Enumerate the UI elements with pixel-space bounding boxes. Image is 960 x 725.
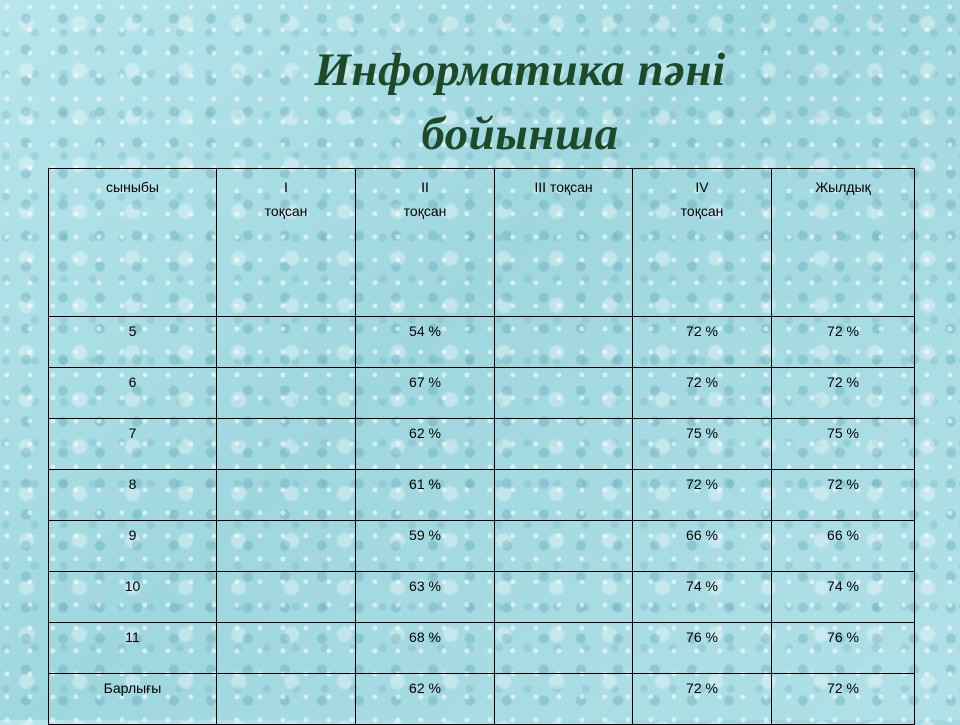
cell-annual: 66 % bbox=[771, 520, 915, 572]
cell-quarter-1 bbox=[216, 622, 356, 674]
cell-annual: 72 % bbox=[771, 673, 915, 725]
cell-quarter-4: 74 % bbox=[632, 571, 772, 623]
header-quarter-2: II тоқсан bbox=[355, 168, 495, 317]
cell-class: 7 bbox=[48, 418, 217, 470]
cell-quarter-2: 59 % bbox=[355, 520, 495, 572]
cell-quarter-3 bbox=[494, 367, 633, 419]
header-annual: Жылдық bbox=[771, 168, 915, 317]
cell-annual: 76 % bbox=[771, 622, 915, 674]
header-annual-label: Жылдық bbox=[815, 179, 871, 195]
cell-quarter-3 bbox=[494, 469, 633, 521]
cell-quarter-4: 75 % bbox=[632, 418, 772, 470]
cell-class: 11 bbox=[48, 622, 217, 674]
table-row: 5 54 % 72 % 72 % bbox=[48, 316, 915, 368]
cell-quarter-4: 72 % bbox=[632, 316, 772, 368]
table-row: 9 59 % 66 % 66 % bbox=[48, 520, 915, 572]
header-class-label: сыныбы bbox=[106, 179, 159, 195]
cell-quarter-1 bbox=[216, 469, 356, 521]
cell-quarter-3 bbox=[494, 418, 633, 470]
table-body: 5 54 % 72 % 72 % 6 67 % 72 % 72 % 7 62 %… bbox=[48, 316, 915, 725]
cell-quarter-2: 63 % bbox=[355, 571, 495, 623]
cell-quarter-3 bbox=[494, 316, 633, 368]
table-row: 11 68 % 76 % 76 % bbox=[48, 622, 915, 674]
cell-quarter-2: 68 % bbox=[355, 622, 495, 674]
cell-quarter-1 bbox=[216, 418, 356, 470]
header-row: сыныбы I тоқсан II тоқсан III тоқсан IV … bbox=[48, 168, 915, 317]
header-quarter-1: I тоқсан bbox=[216, 168, 356, 317]
header-quarter-1-numeral: I bbox=[284, 179, 288, 195]
cell-annual: 74 % bbox=[771, 571, 915, 623]
cell-quarter-1 bbox=[216, 316, 356, 368]
table-row: 10 63 % 74 % 74 % bbox=[48, 571, 915, 623]
cell-class: Барлығы bbox=[48, 673, 217, 725]
cell-class: 5 bbox=[48, 316, 217, 368]
header-quarter-2-label: тоқсан bbox=[403, 203, 447, 219]
cell-quarter-2: 67 % bbox=[355, 367, 495, 419]
slide-title-line-1: Информатика пәні bbox=[314, 44, 726, 96]
cell-quarter-2: 54 % bbox=[355, 316, 495, 368]
cell-class: 6 bbox=[48, 367, 217, 419]
table-row: 8 61 % 72 % 72 % bbox=[48, 469, 915, 521]
cell-annual: 72 % bbox=[771, 367, 915, 419]
header-quarter-4: IV тоқсан bbox=[632, 168, 772, 317]
cell-annual: 72 % bbox=[771, 316, 915, 368]
header-quarter-4-numeral: IV bbox=[695, 179, 709, 195]
header-quarter-2-numeral: II bbox=[421, 179, 429, 195]
cell-quarter-3 bbox=[494, 571, 633, 623]
cell-annual: 72 % bbox=[771, 469, 915, 521]
slide-title-line-2: бойынша bbox=[421, 108, 619, 160]
cell-class: 8 bbox=[48, 469, 217, 521]
cell-quarter-4: 72 % bbox=[632, 469, 772, 521]
cell-quarter-1 bbox=[216, 520, 356, 572]
header-class: сыныбы bbox=[48, 168, 217, 317]
cell-quarter-2: 61 % bbox=[355, 469, 495, 521]
cell-class: 9 bbox=[48, 520, 217, 572]
cell-annual: 75 % bbox=[771, 418, 915, 470]
cell-quarter-1 bbox=[216, 673, 356, 725]
table-row: 7 62 % 75 % 75 % bbox=[48, 418, 915, 470]
cell-quarter-4: 72 % bbox=[632, 367, 772, 419]
cell-quarter-2: 62 % bbox=[355, 418, 495, 470]
cell-quarter-3 bbox=[494, 520, 633, 572]
cell-quarter-4: 76 % bbox=[632, 622, 772, 674]
cell-quarter-4: 66 % bbox=[632, 520, 772, 572]
cell-quarter-3 bbox=[494, 673, 633, 725]
cell-quarter-1 bbox=[216, 571, 356, 623]
cell-quarter-4: 72 % bbox=[632, 673, 772, 725]
slide-title: Информатика пәні бойынша bbox=[230, 38, 810, 166]
grades-table: сыныбы I тоқсан II тоқсан III тоқсан IV … bbox=[48, 168, 915, 725]
cell-quarter-2: 62 % bbox=[355, 673, 495, 725]
table-header: сыныбы I тоқсан II тоқсан III тоқсан IV … bbox=[48, 168, 915, 317]
header-quarter-3: III тоқсан bbox=[494, 168, 633, 317]
cell-quarter-1 bbox=[216, 367, 356, 419]
table-row: 6 67 % 72 % 72 % bbox=[48, 367, 915, 419]
table-row-total: Барлығы 62 % 72 % 72 % bbox=[48, 673, 915, 725]
cell-quarter-3 bbox=[494, 622, 633, 674]
header-quarter-1-label: тоқсан bbox=[264, 203, 308, 219]
header-quarter-3-label: III тоқсан bbox=[534, 179, 593, 195]
header-quarter-4-label: тоқсан bbox=[680, 203, 724, 219]
cell-class: 10 bbox=[48, 571, 217, 623]
